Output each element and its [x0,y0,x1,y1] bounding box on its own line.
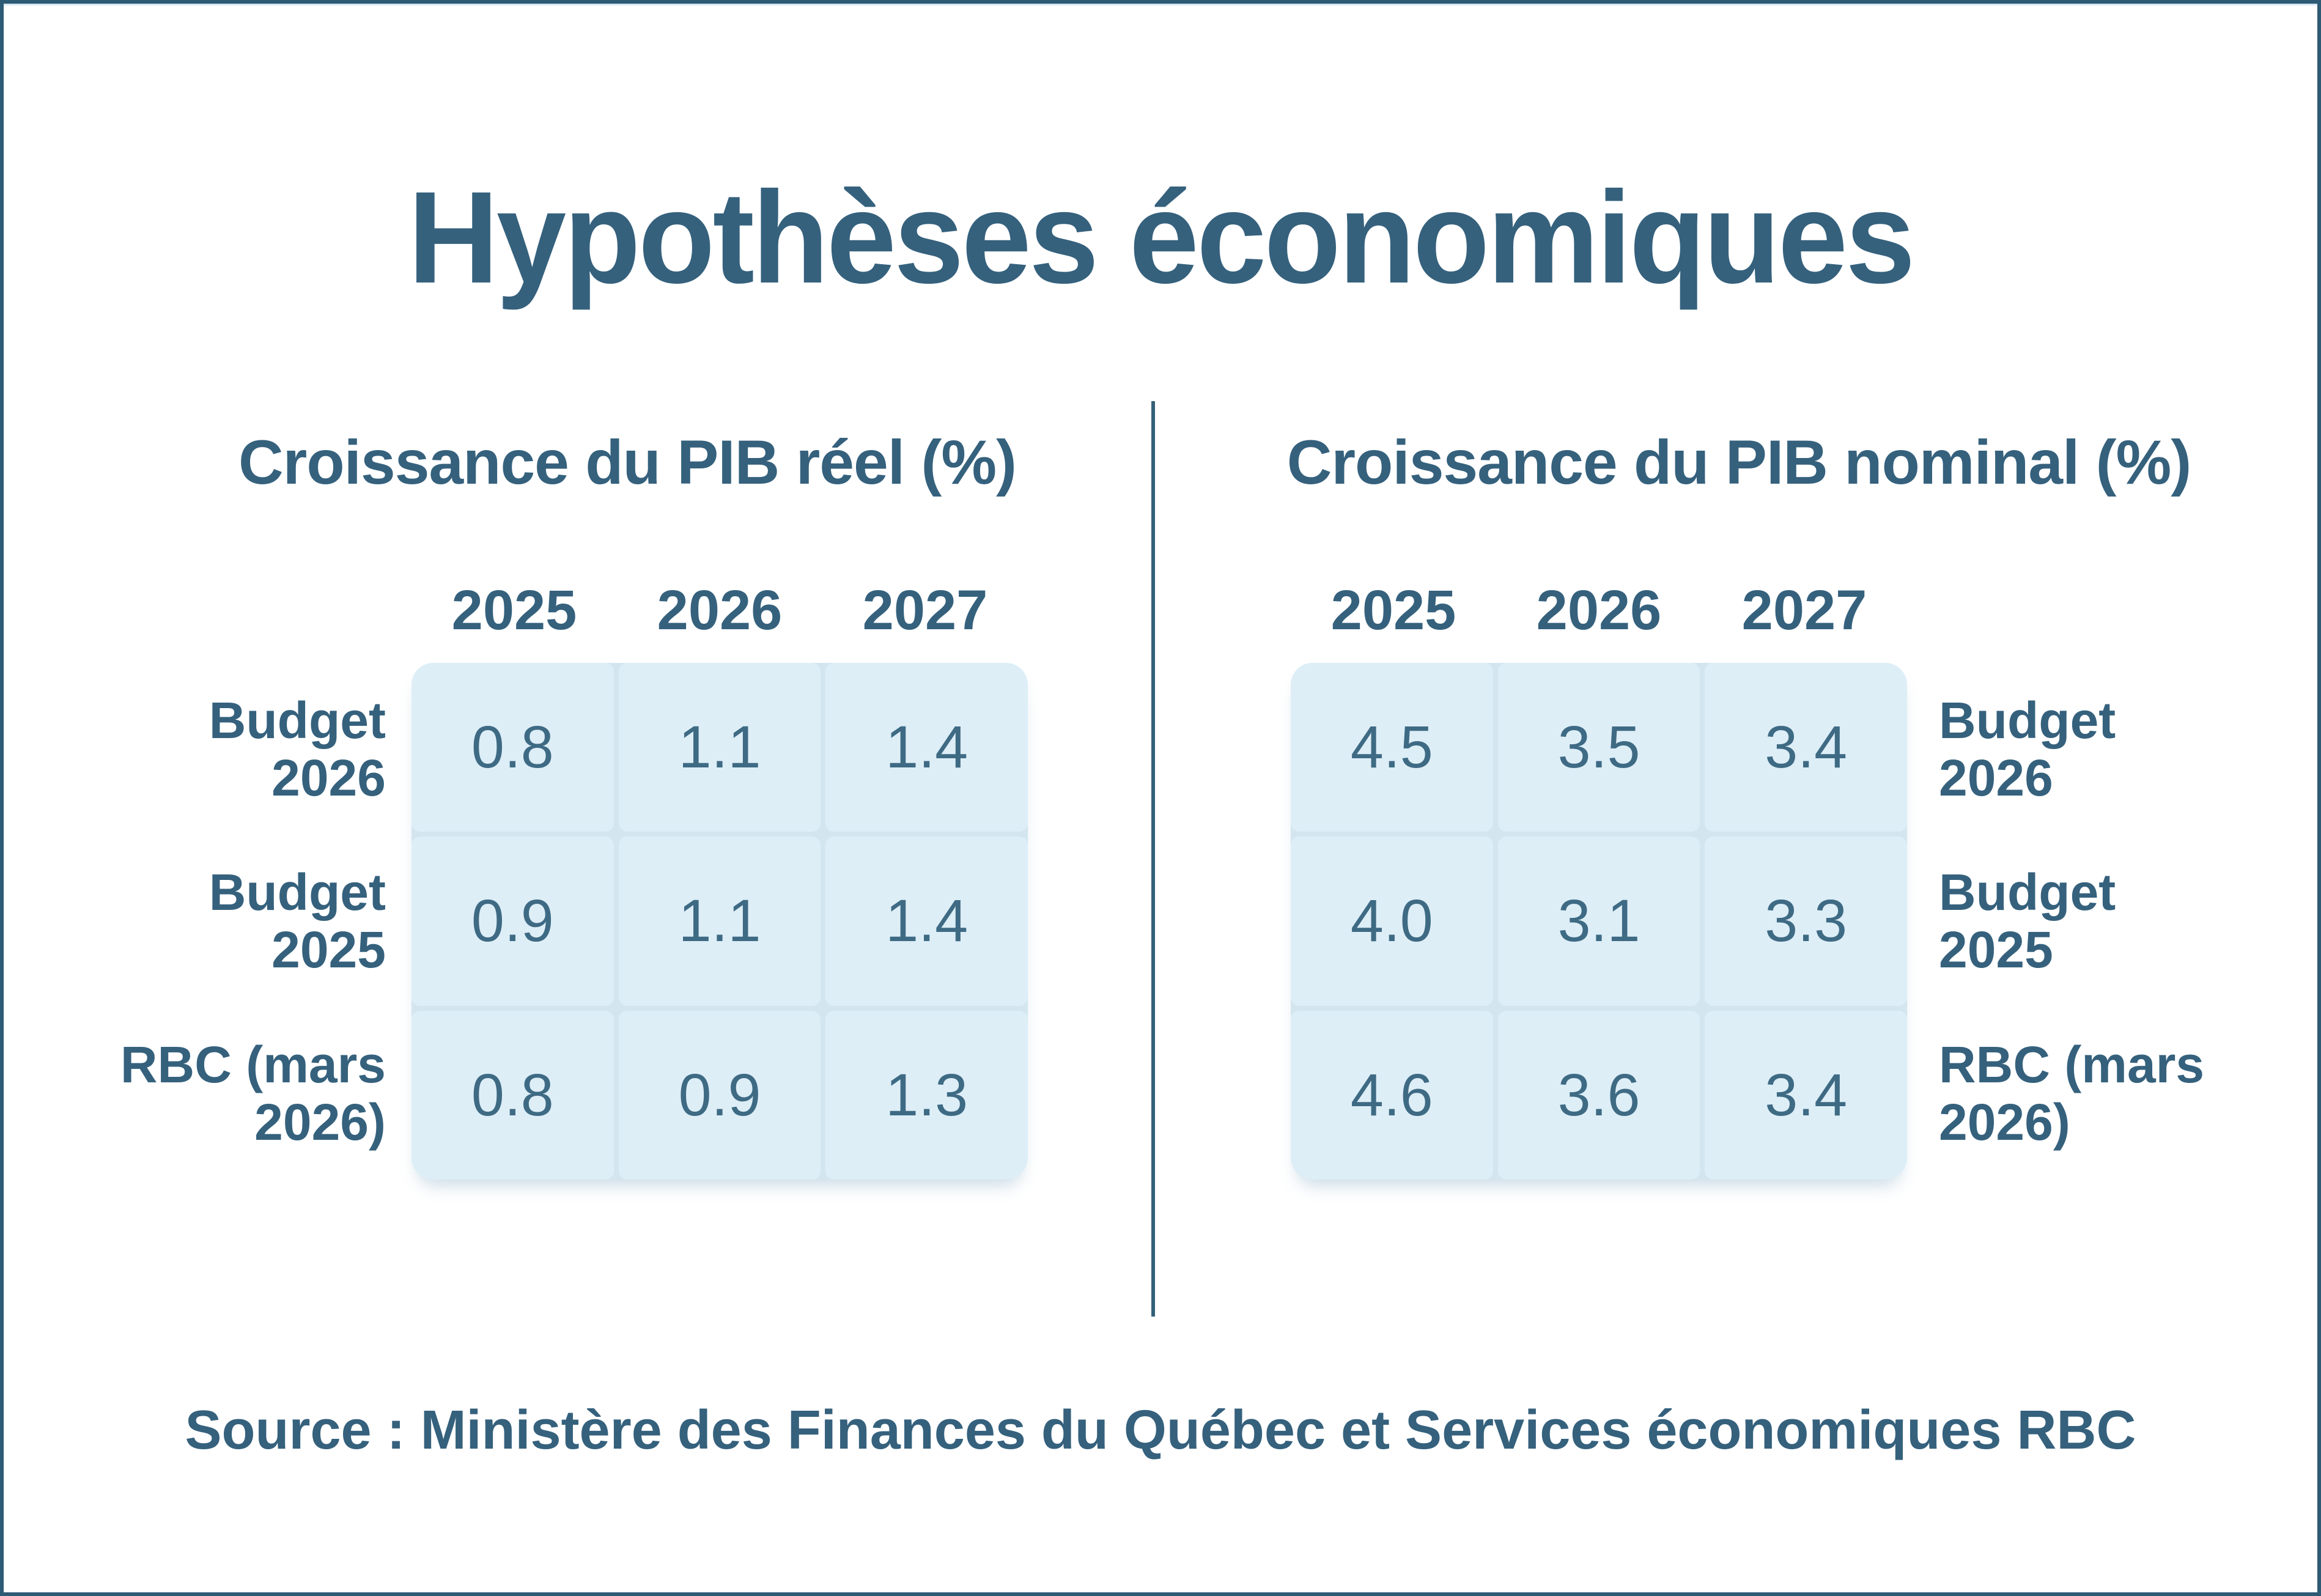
row-label-line: RBC (mars [1939,1036,2205,1094]
row-label-line: Budget [208,691,386,749]
row-label-budget-2026: Budget 2026 [77,663,386,835]
value-cell: 3.3 [1705,837,1907,1006]
value-cell: 0.9 [411,837,614,1006]
value-cell: 1.1 [618,663,821,832]
row-label-line: RBC (mars [120,1036,386,1094]
row-labels-real-gdp: Budget 2026 Budget 2025 RBC (mars 2026) [77,663,386,1180]
value-cell: 1.4 [825,663,1028,832]
row-label-line: 2026) [1939,1093,2070,1151]
section-title-nominal-gdp: Croissance du PIB nominal (%) [1286,427,2192,497]
value-cell: 3.5 [1497,663,1700,832]
vertical-divider [1151,401,1155,1317]
column-header-2025: 2025 [451,579,577,641]
row-label-line: 2025 [1939,921,2053,979]
column-header-2027: 2027 [1741,579,1867,641]
row-label-rbc-mars-2026: RBC (mars 2026) [77,1007,386,1180]
value-cell: 3.4 [1705,1010,1907,1180]
row-label-rbc-mars-2026: RBC (mars 2026) [1939,1007,2257,1180]
row-label-line: 2026) [254,1093,386,1151]
table-real-gdp: 0.8 1.1 1.4 0.9 1.1 1.4 0.8 0.9 1.3 [411,663,1028,1180]
row-label-budget-2026: Budget 2026 [1939,663,2257,835]
value-cell: 3.6 [1497,1010,1700,1180]
source-note: Source : Ministère des Finances du Québe… [185,1400,2136,1461]
table-nominal-gdp: 4.5 3.5 3.4 4.0 3.1 3.3 4.6 3.6 3.4 [1291,663,1907,1180]
value-cell: 0.8 [411,1010,614,1180]
row-label-line: Budget [1939,691,2116,749]
card-inner-highlight [4,4,2317,6]
column-header-2026: 2026 [1536,579,1662,641]
column-header-2027: 2027 [862,579,988,641]
row-label-line: Budget [208,863,386,922]
column-header-2025: 2025 [1330,579,1456,641]
value-cell: 1.4 [825,837,1028,1006]
row-labels-nominal-gdp: Budget 2026 Budget 2025 RBC (mars 2026) [1939,663,2257,1180]
row-label-budget-2025: Budget 2025 [1939,835,2257,1008]
column-headers-real-gdp: 2025 2026 2027 [411,578,1028,643]
value-cell: 1.1 [618,837,821,1006]
row-label-line: 2025 [271,921,386,979]
row-label-line: 2026 [1939,748,2053,807]
row-label-budget-2025: Budget 2025 [77,835,386,1008]
value-cell: 4.6 [1291,1010,1493,1180]
row-label-line: Budget [1939,863,2116,922]
value-cell: 3.4 [1705,663,1907,832]
value-cell: 0.9 [618,1010,821,1180]
value-cell: 4.0 [1291,837,1493,1006]
value-cell: 1.3 [825,1010,1028,1180]
value-cell: 4.5 [1291,663,1493,832]
column-headers-nominal-gdp: 2025 2026 2027 [1291,578,1907,643]
row-label-line: 2026 [271,748,386,807]
section-title-real-gdp: Croissance du PIB réel (%) [238,427,1017,497]
column-header-2026: 2026 [657,579,783,641]
value-cell: 0.8 [411,663,614,832]
value-cell: 3.1 [1497,837,1700,1006]
page-title: Hypothèses économiques [408,164,1915,311]
